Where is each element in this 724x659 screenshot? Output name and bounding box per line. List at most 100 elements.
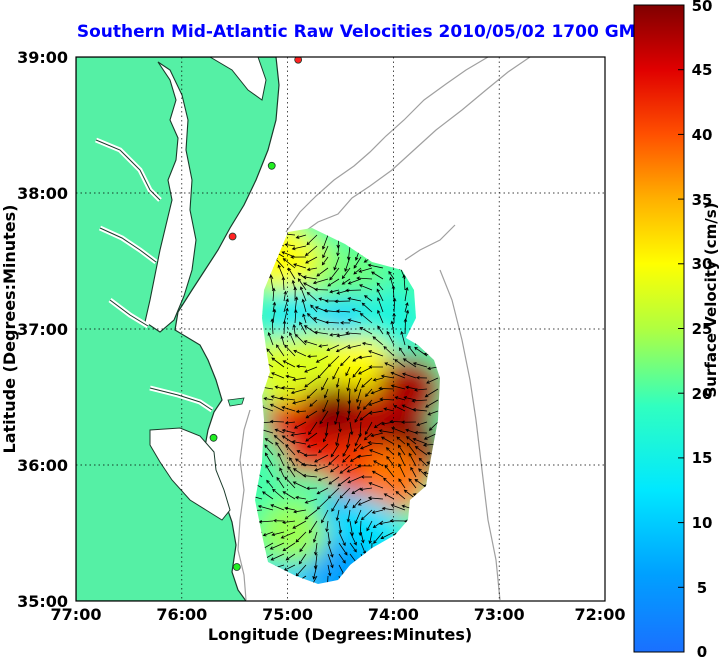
velocity-arrow: [353, 443, 362, 453]
velocity-arrow: [281, 386, 296, 390]
velocity-arrow: [414, 430, 428, 435]
velocity-arrow: [262, 531, 274, 537]
velocity-arrow: [359, 443, 373, 450]
velocity-arrow: [356, 399, 362, 411]
velocity-arrow: [313, 542, 318, 556]
x-tick: 73:00: [474, 605, 525, 624]
velocity-arrow: [340, 321, 351, 325]
velocity-arrow: [289, 457, 296, 467]
velocity-arrow: [279, 467, 285, 478]
velocity-arrow: [425, 399, 439, 408]
velocity-arrow: [372, 377, 384, 382]
velocity-arrow: [371, 271, 384, 280]
velocity-arrow: [402, 372, 417, 379]
velocity-arrow: [390, 384, 406, 390]
station-marker: [228, 232, 237, 241]
velocity-arrow: [327, 542, 334, 558]
velocity-arrow: [362, 399, 373, 410]
velocity-arrow: [293, 509, 307, 514]
velocity-arrow: [305, 410, 318, 419]
velocity-arrow: [380, 436, 395, 445]
velocity-arrow: [392, 297, 397, 313]
plot-frame: [75, 56, 606, 602]
velocity-arrow: [404, 286, 409, 302]
velocity-arrow: [329, 465, 340, 473]
velocity-arrow: [338, 520, 343, 534]
velocity-arrow: [336, 245, 340, 257]
colorbar-label: Surface Velocity (cm/s): [702, 202, 720, 397]
velocity-arrow: [277, 452, 285, 467]
velocity-arrow: [314, 306, 329, 313]
velocity-arrow: [257, 504, 274, 511]
velocity-arrow: [354, 410, 362, 423]
velocity-arrow: [296, 364, 307, 369]
velocity-arrow: [269, 419, 285, 424]
colorbar: [633, 4, 685, 653]
page-title: Southern Mid-Atlantic Raw Velocities 201…: [76, 22, 648, 42]
velocity-arrow: [411, 399, 428, 403]
velocity-arrow: [346, 377, 351, 392]
velocity-arrow: [412, 437, 428, 445]
velocity-arrow: [264, 437, 274, 445]
velocity-arrow: [384, 362, 395, 368]
velocity-arrow: [347, 278, 362, 285]
velocity-arrow: [328, 476, 340, 485]
velocity-arrow: [317, 476, 329, 482]
velocity-arrow: [349, 531, 357, 546]
velocity-arrow: [290, 388, 307, 395]
velocity-arrow: [306, 443, 318, 448]
velocity-arrow: [337, 476, 351, 487]
velocity-arrow: [368, 449, 384, 456]
velocity-arrow: [299, 321, 307, 335]
velocity-sample: [306, 539, 375, 584]
velocity-arrow: [383, 407, 395, 412]
velocity-arrow: [352, 366, 362, 378]
velocity-arrow: [397, 444, 406, 456]
velocity-arrow: [294, 333, 307, 346]
velocity-arrow: [284, 344, 296, 357]
velocity-arrow: [310, 304, 318, 313]
velocity-arrow: [321, 256, 329, 266]
velocity-arrow: [266, 479, 274, 489]
velocity-arrow: [356, 388, 362, 403]
velocity-arrow: [297, 278, 307, 291]
velocity-arrow: [314, 465, 329, 472]
velocity-arrow: [282, 520, 296, 525]
velocity-arrow: [263, 397, 274, 401]
velocity-arrow: [293, 421, 307, 429]
velocity-arrow: [322, 432, 329, 443]
velocity-arrow: [358, 355, 373, 360]
velocity-arrow: [354, 377, 362, 393]
velocity-arrow: [306, 291, 318, 302]
velocity-arrow: [318, 443, 329, 454]
velocity-arrow: [368, 350, 384, 357]
velocity-arrow: [304, 377, 318, 388]
station-marker: [294, 57, 303, 64]
velocity-arrow: [394, 396, 406, 401]
velocity-arrow: [285, 444, 296, 456]
velocity-arrow: [379, 397, 395, 401]
velocity-arrow: [296, 450, 307, 456]
velocity-arrow: [376, 288, 384, 302]
station-marker: [209, 433, 218, 442]
velocity-arrow: [282, 542, 296, 552]
velocity-arrow: [363, 432, 373, 441]
station-marker: [267, 161, 276, 170]
velocity-arrow: [292, 377, 307, 382]
colorbar-tick: 20: [692, 385, 713, 403]
velocity-arrow: [292, 323, 296, 335]
velocity-arrow: [398, 347, 406, 357]
velocity-arrow: [358, 284, 373, 291]
velocity-arrow: [329, 267, 340, 281]
velocity-arrow: [293, 349, 307, 357]
velocity-arrow: [361, 377, 373, 388]
velocity-arrow: [303, 282, 318, 291]
velocity-arrow: [353, 267, 362, 275]
velocity-arrow: [304, 509, 318, 520]
velocity-arrow: [357, 366, 373, 375]
velocity-arrow: [398, 478, 406, 489]
velocity-arrow: [283, 298, 289, 313]
velocity-arrow: [255, 495, 263, 500]
velocity-arrow: [295, 409, 307, 414]
velocity-arrow: [351, 487, 362, 495]
